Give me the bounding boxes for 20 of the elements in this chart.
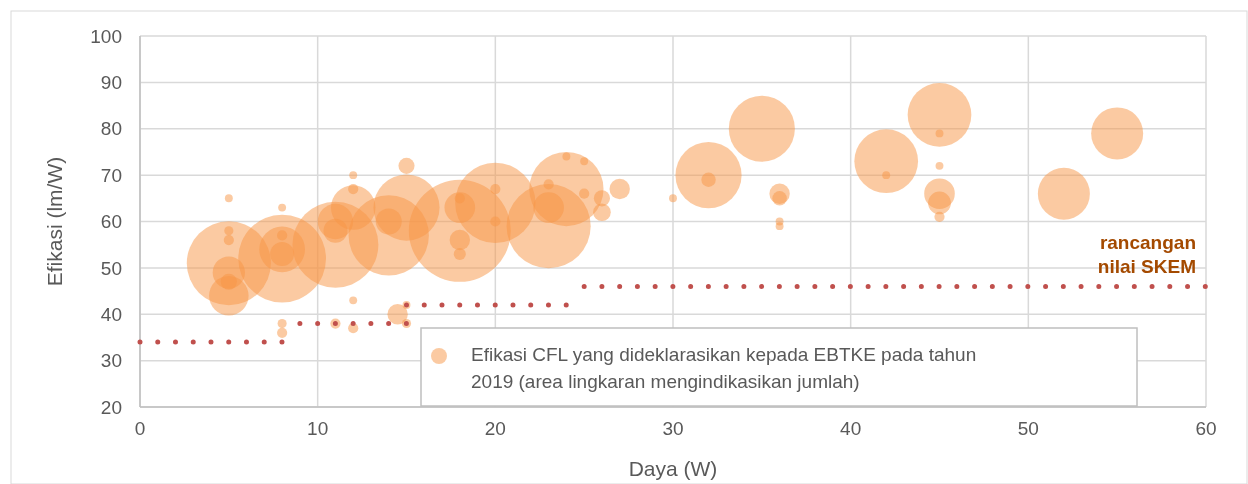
x-tick-label: 40 xyxy=(840,418,862,439)
legend-label: Efikasi CFL yang dideklarasikan kepada EBTKE pada tahun 2019 (area lingkaran mengindikasikan jumlah) xyxy=(471,344,977,392)
y-tick-label: 30 xyxy=(100,350,122,372)
y-tick-label: 50 xyxy=(100,257,122,279)
y-tick-label: 40 xyxy=(100,303,122,325)
y-tick-label: 60 xyxy=(100,211,122,233)
x-tick-label: 10 xyxy=(307,418,329,439)
x-tick-label: 30 xyxy=(662,418,684,439)
x-tick-label: 50 xyxy=(1017,418,1039,439)
y-axis-title: Efikasi (lm/W) xyxy=(43,156,66,287)
x-tick-label: 20 xyxy=(484,418,506,439)
y-tick-label: 90 xyxy=(100,72,122,94)
x-axis-title: Daya (W) xyxy=(628,457,718,480)
x-tick-label: 60 xyxy=(1195,418,1217,439)
series-label: rancangan nilai SKEM xyxy=(1097,232,1196,278)
y-tick-label: 80 xyxy=(100,118,122,140)
y-tick-label: 20 xyxy=(100,396,122,418)
y-tick-label: 70 xyxy=(100,164,122,186)
y-tick-label: 100 xyxy=(90,25,122,47)
x-tick-label: 0 xyxy=(134,418,146,439)
